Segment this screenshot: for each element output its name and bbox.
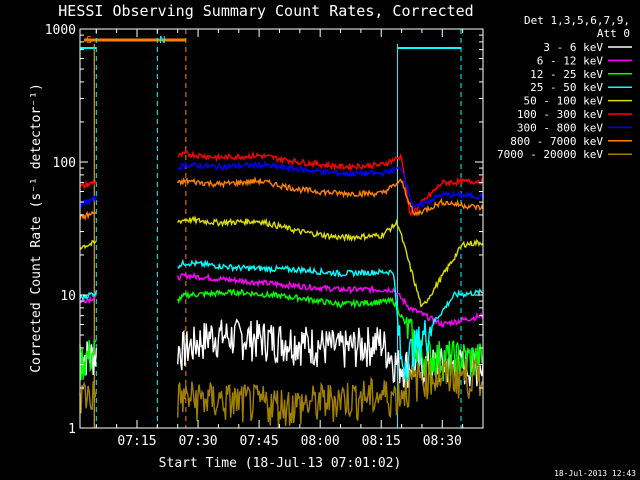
y-tick-label: 10 xyxy=(60,289,76,304)
annotation-s: S xyxy=(86,35,92,46)
series-100-300-kev-seg0 xyxy=(79,179,97,190)
annotation-n: N xyxy=(159,35,165,46)
x-tick-label: 08:30 xyxy=(423,434,462,449)
series-300-800-kev-seg1 xyxy=(177,160,484,210)
series-layer xyxy=(79,150,484,428)
y-axis-label: Corrected Count Rate (s⁻¹ detector⁻¹) xyxy=(29,83,44,373)
legend-label: 7000 - 20000 keV xyxy=(497,148,603,161)
legend-label: 300 - 800 keV xyxy=(517,121,603,134)
series-7000-20000-kev-seg1 xyxy=(177,357,484,428)
series-800-7000-kev-seg0 xyxy=(79,210,97,221)
series-6-12-kev-seg1 xyxy=(177,270,484,328)
legend-label: 25 - 50 keV xyxy=(530,81,603,94)
series-25-50-kev-seg0 xyxy=(79,290,97,301)
series-50-100-kev-seg1 xyxy=(177,214,484,308)
legend-label: 100 - 300 keV xyxy=(517,108,603,121)
y-tick-label: 1 xyxy=(68,422,76,437)
x-tick-label: 07:30 xyxy=(178,434,217,449)
legend-label: 12 - 25 keV xyxy=(530,68,603,81)
series-12-25-kev-seg1 xyxy=(177,288,484,382)
y-tick-label: 1000 xyxy=(45,23,76,38)
series-50-100-kev-seg0 xyxy=(79,240,97,250)
x-tick-label: 07:15 xyxy=(117,434,156,449)
legend-title-1: Det 1,3,5,6,7,9, xyxy=(524,14,630,27)
x-tick-label: 08:15 xyxy=(362,434,401,449)
chart-title: HESSI Observing Summary Count Rates, Cor… xyxy=(58,2,473,20)
legend-title-2: Att 0 xyxy=(597,27,630,40)
series-100-300-kev-seg1 xyxy=(177,150,484,217)
series-25-50-kev-seg1 xyxy=(177,258,484,383)
x-tick-label: 08:00 xyxy=(301,434,340,449)
series-7000-20000-kev-seg0 xyxy=(79,381,97,414)
series-800-7000-kev-seg1 xyxy=(177,175,484,217)
x-axis-label: Start Time (18-Jul-13 07:01:02) xyxy=(159,456,402,471)
timestamp: 18-Jul-2013 12:43 xyxy=(554,469,636,478)
series-12-25-kev-seg0 xyxy=(79,339,97,381)
legend-label: 800 - 7000 keV xyxy=(510,135,603,148)
axis-ticks: 07:15 07:30 07:45 08:00 08:15 08:30 1 10 100 1000 xyxy=(45,23,484,449)
plot-frame xyxy=(79,28,484,429)
series-300-800-kev-seg0 xyxy=(79,195,97,208)
legend-label: 3 - 6 keV xyxy=(543,41,603,54)
x-tick-label: 07:45 xyxy=(240,434,279,449)
y-tick-label: 100 xyxy=(53,156,76,171)
legend-label: 50 - 100 keV xyxy=(524,95,604,108)
legend-label: 6 - 12 keV xyxy=(537,54,604,67)
